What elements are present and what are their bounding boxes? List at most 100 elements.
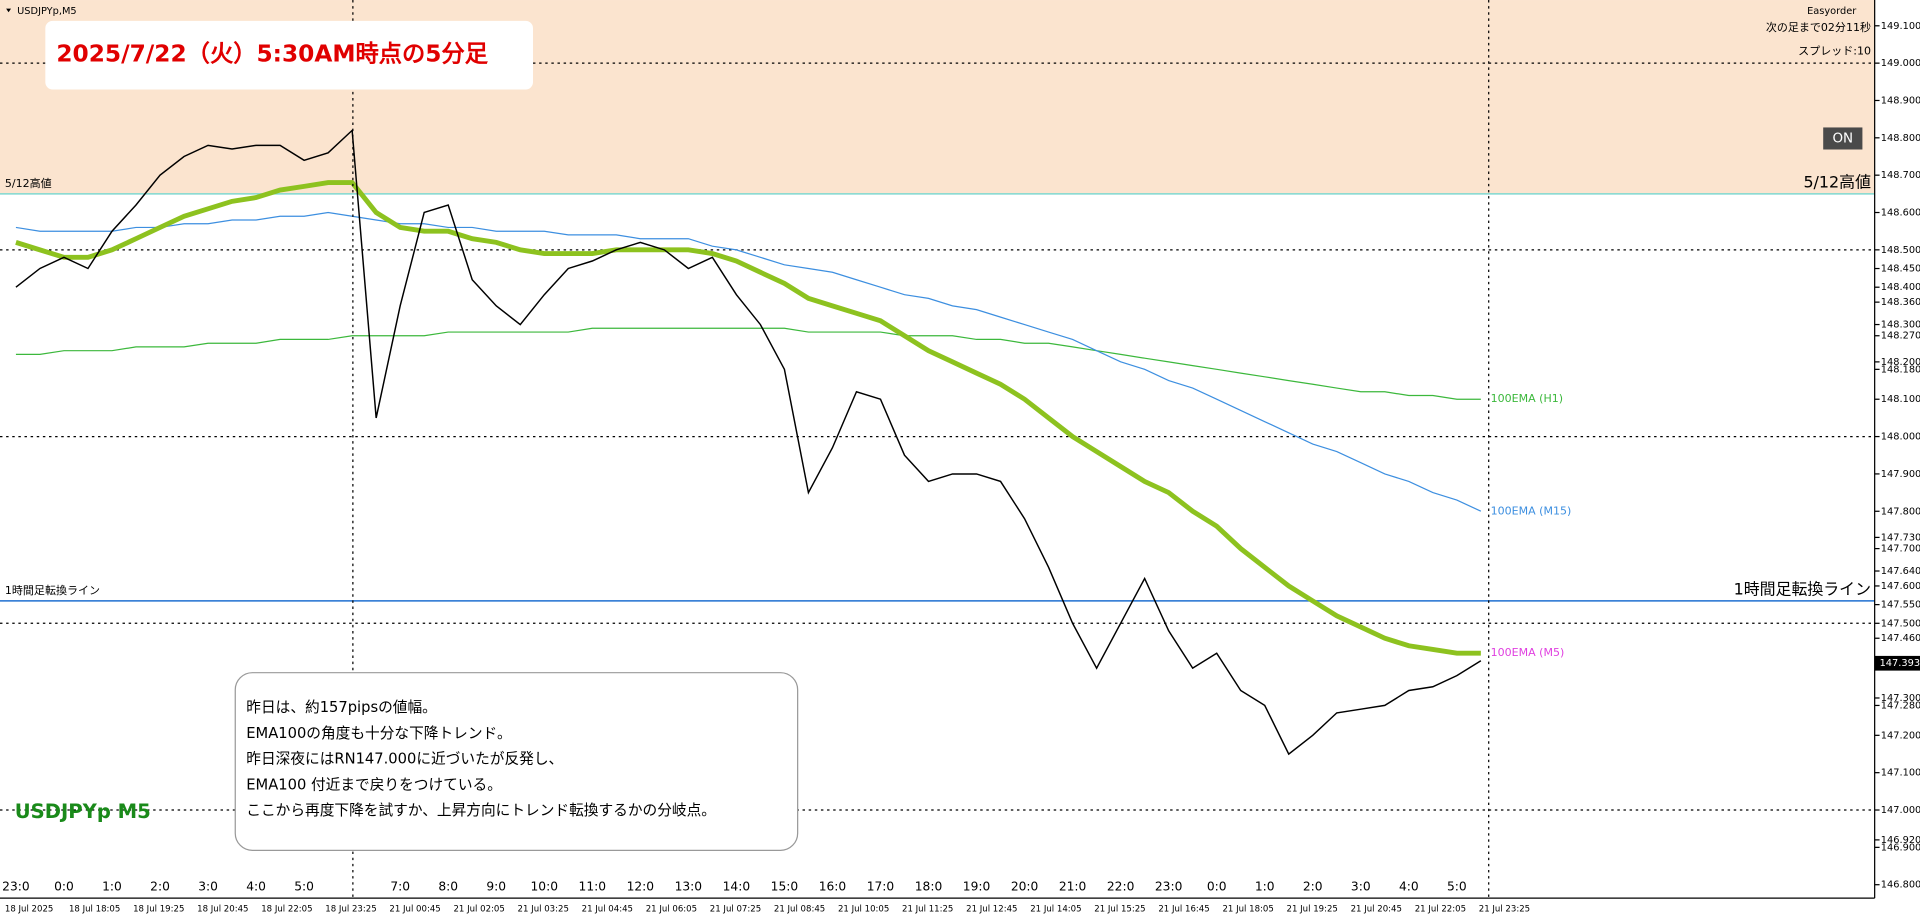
ema-line: [15, 211, 1482, 512]
x-tick-label: 2:0: [1303, 880, 1323, 894]
x-tick-label: 3:0: [198, 880, 218, 894]
y-tick-label: 148.600: [1881, 208, 1920, 219]
date-label: 18 Jul 22:05: [261, 905, 312, 915]
y-tick-label: 148.360: [1881, 297, 1920, 308]
y-tick-label: 148.700: [1881, 170, 1920, 181]
date-label: 21 Jul 12:45: [966, 905, 1017, 915]
countdown: 次の足まで02分11秒: [1766, 20, 1871, 34]
note-line: ここから再度下降を試すか、上昇方向にトレンド転換するかの分岐点。: [246, 802, 716, 819]
date-label: 21 Jul 19:25: [1287, 905, 1338, 915]
date-label: 21 Jul 04:45: [582, 905, 633, 915]
y-tick-label: 147.500: [1881, 618, 1920, 629]
y-tick-label: 147.460: [1881, 633, 1920, 644]
ema-line: [15, 180, 1481, 656]
headline: 2025/7/22（火）5:30AM時点の5分足: [56, 41, 488, 68]
date-label: 21 Jul 23:25: [1479, 905, 1530, 915]
y-tick-label: 147.550: [1881, 600, 1920, 611]
y-tick-label: 146.800: [1881, 880, 1920, 891]
x-tick-label: 4:0: [1399, 880, 1419, 894]
y-tick-label: 147.640: [1881, 566, 1920, 577]
x-tick-label: 13:0: [675, 880, 703, 894]
x-tick-label: 21:0: [1059, 880, 1087, 894]
x-tick-label: 16:0: [819, 880, 847, 894]
date-label: 21 Jul 18:05: [1222, 905, 1273, 915]
y-tick-label: 147.700: [1881, 544, 1920, 555]
on-button[interactable]: [1823, 127, 1863, 150]
ema-label: 100EMA (H1): [1491, 392, 1563, 405]
x-tick-label: 1:0: [1255, 880, 1275, 894]
date-label: 21 Jul 20:45: [1351, 905, 1402, 915]
date-label: 21 Jul 07:25: [710, 905, 761, 915]
y-tick-label: 148.000: [1881, 432, 1920, 443]
x-tick-label: 12:0: [627, 880, 655, 894]
spread: スプレッド:10: [1798, 44, 1871, 57]
current-price-tag: [1874, 655, 1920, 671]
axes: 149.100 149.000 148.900 148.800 148.700 148.6…: [2, 21, 1920, 915]
y-tick-label: 148.900: [1881, 95, 1920, 106]
note-box: [234, 672, 799, 851]
y-tick-label: 146.920: [1881, 835, 1920, 846]
watermark: USDJPYp M5: [15, 800, 151, 823]
y-tick-label: 147.000: [1881, 805, 1920, 816]
date-label: 18 Jul 2025: [5, 905, 53, 915]
ema-label: 100EMA (M15): [1491, 504, 1572, 517]
level-label-right: 1時間足転換ライン: [1734, 579, 1871, 598]
x-tick-label: 11:0: [579, 880, 607, 894]
y-tick-label: 148.270: [1881, 331, 1920, 342]
y-tick-label: 147.900: [1881, 469, 1920, 480]
note-line: EMA100 付近まで戻りをつけている。: [246, 776, 502, 793]
y-tick-label: 149.100: [1881, 21, 1920, 32]
x-tick-label: 23:0: [2, 880, 30, 894]
y-tick-label: 149.000: [1881, 58, 1920, 69]
date-label: 18 Jul 19:25: [133, 905, 184, 915]
x-tick-label: 18:0: [915, 880, 943, 894]
x-tick-label: 15:0: [771, 880, 799, 894]
y-tick-label: 148.180: [1881, 364, 1920, 375]
y-tick-label: 148.800: [1881, 133, 1920, 144]
level-label-left: 1時間足転換ライン: [5, 584, 100, 597]
menu-icon[interactable]: [6, 8, 12, 13]
x-tick-label: 2:0: [150, 880, 170, 894]
x-tick-label: 5:0: [294, 880, 314, 894]
date-label: 21 Jul 02:05: [453, 905, 504, 915]
x-tick-label: 19:0: [963, 880, 991, 894]
on-button-label[interactable]: ON: [1832, 130, 1853, 146]
y-tick-label: 148.200: [1881, 357, 1920, 368]
y-tick-label: 148.300: [1881, 320, 1920, 331]
date-label: 18 Jul 20:45: [197, 905, 248, 915]
x-tick-label: 17:0: [867, 880, 895, 894]
y-tick-label: 148.500: [1881, 245, 1920, 256]
date-label: 21 Jul 16:45: [1158, 905, 1209, 915]
x-tick-label: 0:0: [1207, 880, 1227, 894]
x-tick-label: 14:0: [723, 880, 751, 894]
x-tick-label: 20:0: [1011, 880, 1039, 894]
x-tick-label: 1:0: [102, 880, 122, 894]
level-label-right: 5/12高値: [1803, 172, 1871, 191]
date-label: 21 Jul 06:05: [646, 905, 697, 915]
date-label: 21 Jul 08:45: [774, 905, 825, 915]
x-tick-label: 0:0: [54, 880, 74, 894]
x-tick-label: 5:0: [1447, 880, 1467, 894]
y-tick-label: 147.730: [1881, 532, 1920, 543]
date-label: 21 Jul 11:25: [902, 905, 953, 915]
y-tick-label: 147.200: [1881, 730, 1920, 741]
price-line: [15, 128, 1482, 756]
current-price-label: 147.393: [1880, 658, 1920, 669]
note-line: EMA100の角度も十分な下降トレンド。: [246, 725, 511, 742]
level-label-left: 5/12高値: [5, 176, 52, 190]
ema-label: 100EMA (M5): [1491, 646, 1565, 659]
y-tick-label: 147.280: [1881, 700, 1920, 711]
y-tick-label: 148.100: [1881, 394, 1920, 405]
plugin-name: Easyorder: [1807, 6, 1857, 17]
note-line: 昨日は、約157pipsの値幅。: [246, 699, 437, 716]
x-tick-label: 4:0: [246, 880, 266, 894]
date-label: 21 Jul 15:25: [1094, 905, 1145, 915]
x-tick-label: 23:0: [1155, 880, 1183, 894]
date-label: 21 Jul 10:05: [838, 905, 889, 915]
y-tick-label: 148.450: [1881, 264, 1920, 275]
x-tick-label: 9:0: [486, 880, 506, 894]
date-label: 21 Jul 14:05: [1030, 905, 1081, 915]
x-tick-label: 22:0: [1107, 880, 1135, 894]
note: 昨日は、約157pipsの値幅。 EMA100の角度も十分な下降トレンド。昨日深夜…: [246, 699, 716, 819]
date-label: 21 Jul 03:25: [518, 905, 569, 915]
